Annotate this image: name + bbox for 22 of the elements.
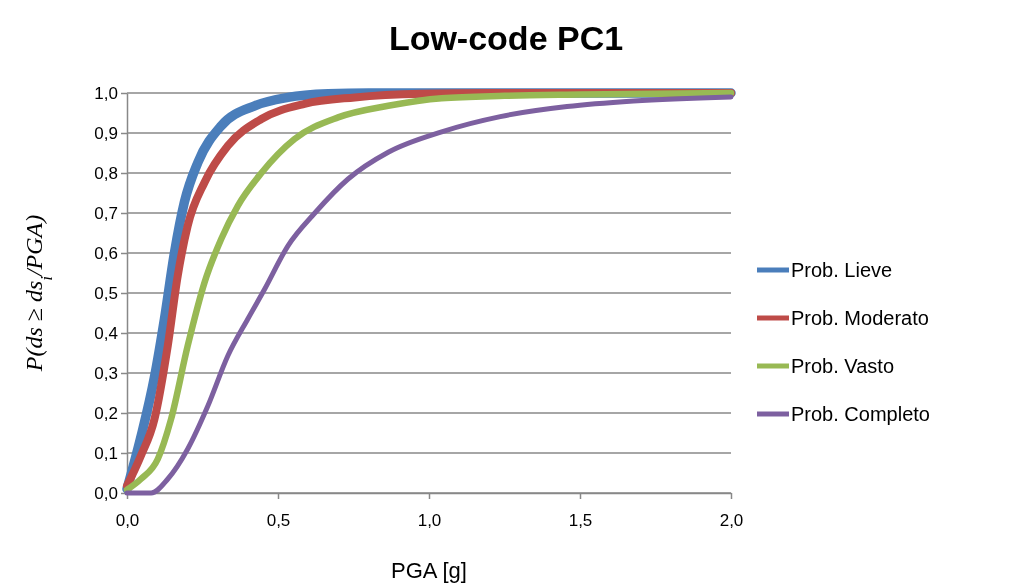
legend-label: Prob. Lieve <box>791 259 893 281</box>
y-tick-label: 0,4 <box>94 323 118 343</box>
x-tick-label: 0,0 <box>115 510 140 530</box>
y-tick-label: 0,1 <box>94 443 118 463</box>
y-tick-label: 0,8 <box>94 163 118 183</box>
y-tick-label: 0,5 <box>94 283 118 303</box>
y-tick-label: 0,3 <box>94 363 118 383</box>
y-tick-label: 1,0 <box>94 83 118 103</box>
chart-title: Low-code PC1 <box>388 19 624 57</box>
x-tick-label: 1,0 <box>417 510 442 530</box>
x-tick-label: 2,0 <box>719 510 744 530</box>
legend-label: Prob. Completo <box>791 403 930 425</box>
y-tick-label: 0,6 <box>94 243 118 263</box>
x-tick-label: 1,5 <box>568 510 593 530</box>
x-tick-label: 0,5 <box>266 510 291 530</box>
y-tick-label: 0,0 <box>94 483 118 503</box>
legend-label: Prob. Moderato <box>791 307 929 329</box>
x-axis-title: PGA [g] <box>391 558 467 583</box>
y-tick-label: 0,9 <box>94 123 118 143</box>
legend-label: Prob. Vasto <box>791 355 895 377</box>
y-tick-label: 0,2 <box>94 403 118 423</box>
y-tick-label: 0,7 <box>94 203 118 223</box>
